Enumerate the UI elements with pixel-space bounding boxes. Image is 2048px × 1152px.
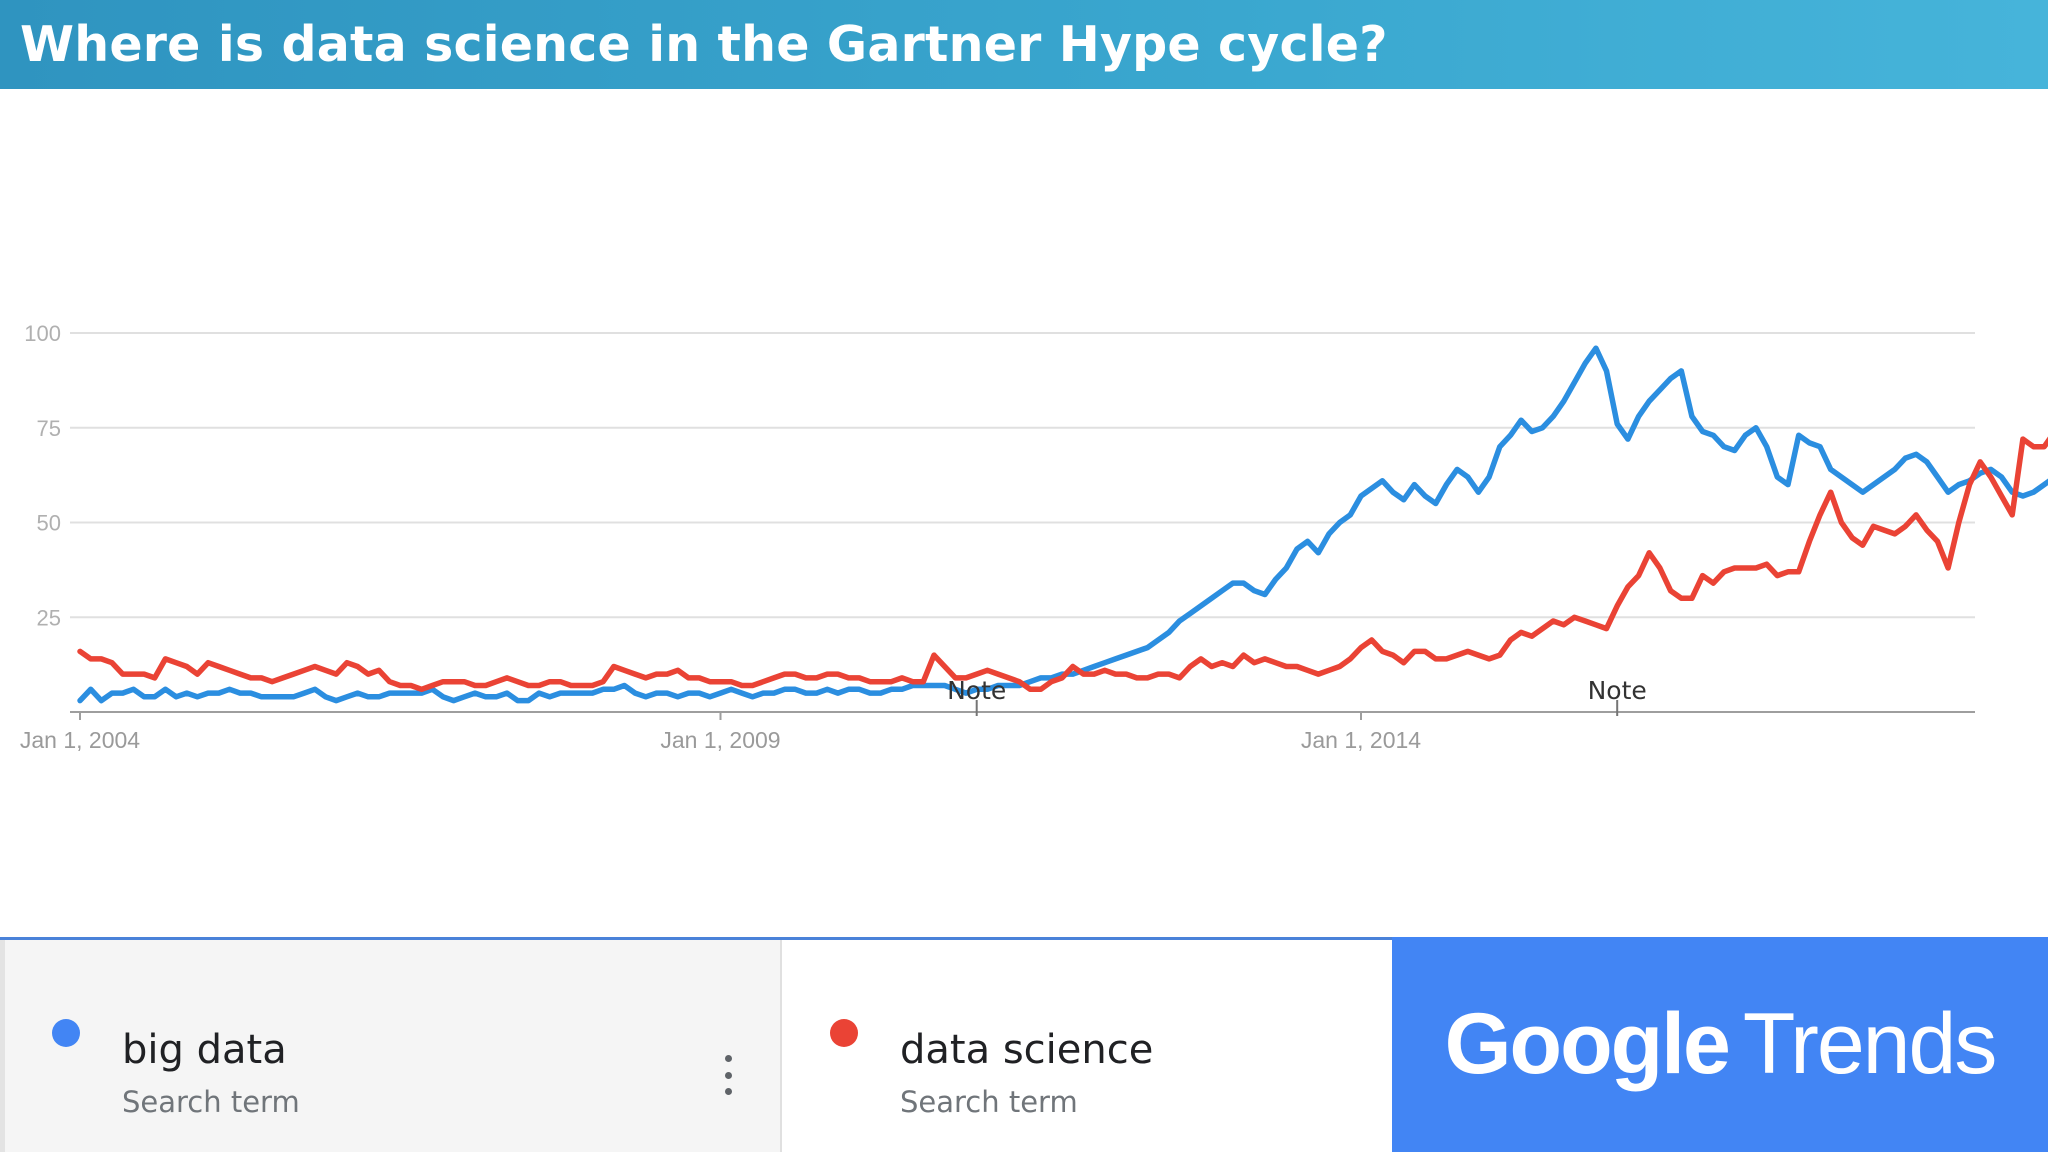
search-term-card-data-science[interactable]: data science Search term	[782, 940, 1392, 1152]
x-tick-label: Jan 1, 2014	[1301, 727, 1421, 753]
search-term-name: big data	[122, 1027, 287, 1073]
legend-bar: big data Search term data science Search…	[0, 937, 2048, 1152]
search-term-card-big-data[interactable]: big data Search term	[0, 940, 782, 1152]
x-tick-label: Jan 1, 2009	[660, 727, 780, 753]
logo-word-trends: Trends	[1742, 996, 1997, 1092]
page-title: Where is data science in the Gartner Hyp…	[20, 16, 1388, 73]
y-tick-label: 25	[37, 605, 61, 630]
trend-line-chart: 25 50 75 100 Jan 1, 2004 Jan 1, 2009 Jan 1, 20…	[20, 321, 2048, 753]
more-vert-icon[interactable]	[721, 1055, 735, 1095]
logo-word-google: Google	[1444, 996, 1731, 1092]
search-term-name: data science	[900, 1027, 1154, 1073]
y-tick-label: 100	[24, 321, 61, 346]
google-trends-logo: Google Trends	[1392, 937, 2048, 1152]
search-term-subtitle: Search term	[900, 1085, 1078, 1119]
y-tick-label: 50	[37, 511, 61, 536]
search-term-subtitle: Search term	[122, 1085, 300, 1119]
title-banner: Where is data science in the Gartner Hyp…	[0, 0, 2048, 89]
note-annotation: Note	[947, 676, 1006, 705]
data-science-color-dot	[830, 1019, 858, 1047]
note-annotation: Note	[1588, 676, 1647, 705]
y-tick-label: 75	[37, 416, 61, 441]
series-line-data-science	[77, 436, 2048, 693]
legend-divider	[0, 937, 1392, 940]
big-data-color-dot	[52, 1019, 80, 1047]
series-line-big-data	[77, 345, 2048, 704]
x-tick-label: Jan 1, 2004	[20, 727, 140, 753]
